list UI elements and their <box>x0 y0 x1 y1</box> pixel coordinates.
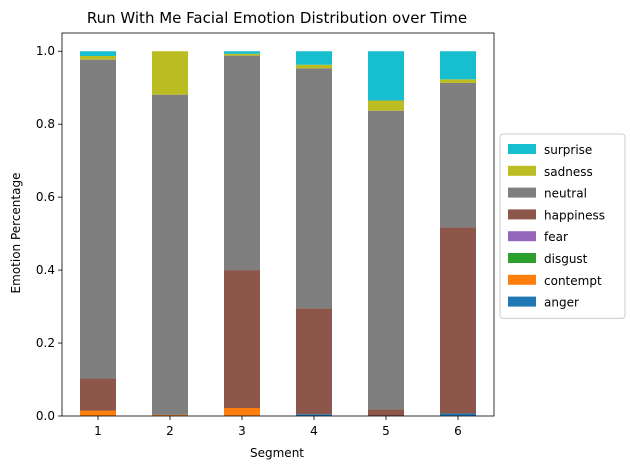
legend-label-contempt: contempt <box>544 274 602 288</box>
bar-segment-surprise-5 <box>368 51 404 101</box>
legend-swatch-sadness <box>508 165 536 176</box>
x-tick-label: 1 <box>94 424 102 438</box>
plot-area: 1 2 3 4 5 6 0.0 0.2 0.4 0.6 0.8 1.0 <box>36 32 495 438</box>
bar-segment-neutral-5 <box>368 110 404 410</box>
bar-segment-neutral-3 <box>224 55 260 271</box>
bar-segment-anger-4 <box>296 414 332 416</box>
x-tick-label: 3 <box>238 424 246 438</box>
bar-segment-anger-6 <box>440 413 476 416</box>
y-tick-label: 0.2 <box>36 336 55 350</box>
legend-label-disgust: disgust <box>544 252 588 266</box>
bar-segment-sadness-5 <box>368 100 404 111</box>
x-tick-label: 4 <box>310 424 318 438</box>
y-tick-label: 0.0 <box>36 409 55 423</box>
x-tick-label: 6 <box>454 424 462 438</box>
bar-segment-sadness-4 <box>296 64 332 69</box>
chart-title: Run With Me Facial Emotion Distribution … <box>87 9 467 27</box>
bar-segment-surprise-3 <box>224 51 260 54</box>
legend-swatch-contempt <box>508 274 536 285</box>
bar-segment-neutral-6 <box>440 82 476 228</box>
legend-label-neutral: neutral <box>544 187 587 201</box>
x-tick-label: 5 <box>382 424 390 438</box>
bar-segment-happiness-5 <box>368 409 404 416</box>
legend-swatch-disgust <box>508 253 536 263</box>
legend-swatch-fear <box>508 231 536 242</box>
y-tick-label: 0.4 <box>36 263 55 277</box>
bar-segment-happiness-6 <box>440 227 476 414</box>
legend-label-sadness: sadness <box>544 165 593 179</box>
bar-segment-happiness-3 <box>224 270 260 408</box>
legend-swatch-surprise <box>508 144 536 154</box>
y-tick-label: 1.0 <box>36 44 55 58</box>
bar-segment-neutral-4 <box>296 68 332 309</box>
bar-segment-contempt-1 <box>80 410 116 416</box>
legend-swatch-happiness <box>508 209 536 220</box>
y-axis-label: Emotion Percentage <box>9 173 23 294</box>
bar-segment-contempt-3 <box>224 407 260 416</box>
legend-box <box>499 133 626 319</box>
legend-swatch-anger <box>508 296 536 307</box>
x-tick-label: 2 <box>166 424 174 438</box>
legend-label-anger: anger <box>544 296 579 310</box>
bar-segment-contempt-2 <box>152 414 188 416</box>
plot-frame <box>61 32 495 417</box>
bar-segment-surprise-6 <box>440 51 476 80</box>
bar-segment-sadness-6 <box>440 79 476 83</box>
legend: surprise sadness neutral happiness fear disgu… <box>499 133 626 319</box>
bar-segment-surprise-1 <box>80 51 116 56</box>
bar-segment-neutral-2 <box>152 94 188 415</box>
legend-label-surprise: surprise <box>544 143 592 157</box>
x-axis-label: Segment <box>250 446 304 460</box>
y-tick-label: 0.6 <box>36 190 55 204</box>
legend-swatch-neutral <box>508 187 536 198</box>
bar-segment-sadness-2 <box>152 51 188 95</box>
bar-segment-sadness-1 <box>80 55 116 60</box>
bar-segment-neutral-1 <box>80 59 116 379</box>
bar-segment-surprise-4 <box>296 51 332 65</box>
bar-segment-happiness-4 <box>296 308 332 415</box>
legend-label-happiness: happiness <box>544 208 605 222</box>
bar-segment-sadness-3 <box>224 53 260 56</box>
y-tick-label: 0.8 <box>36 117 55 131</box>
legend-label-fear: fear <box>544 230 568 244</box>
bar-segment-happiness-1 <box>80 378 116 411</box>
